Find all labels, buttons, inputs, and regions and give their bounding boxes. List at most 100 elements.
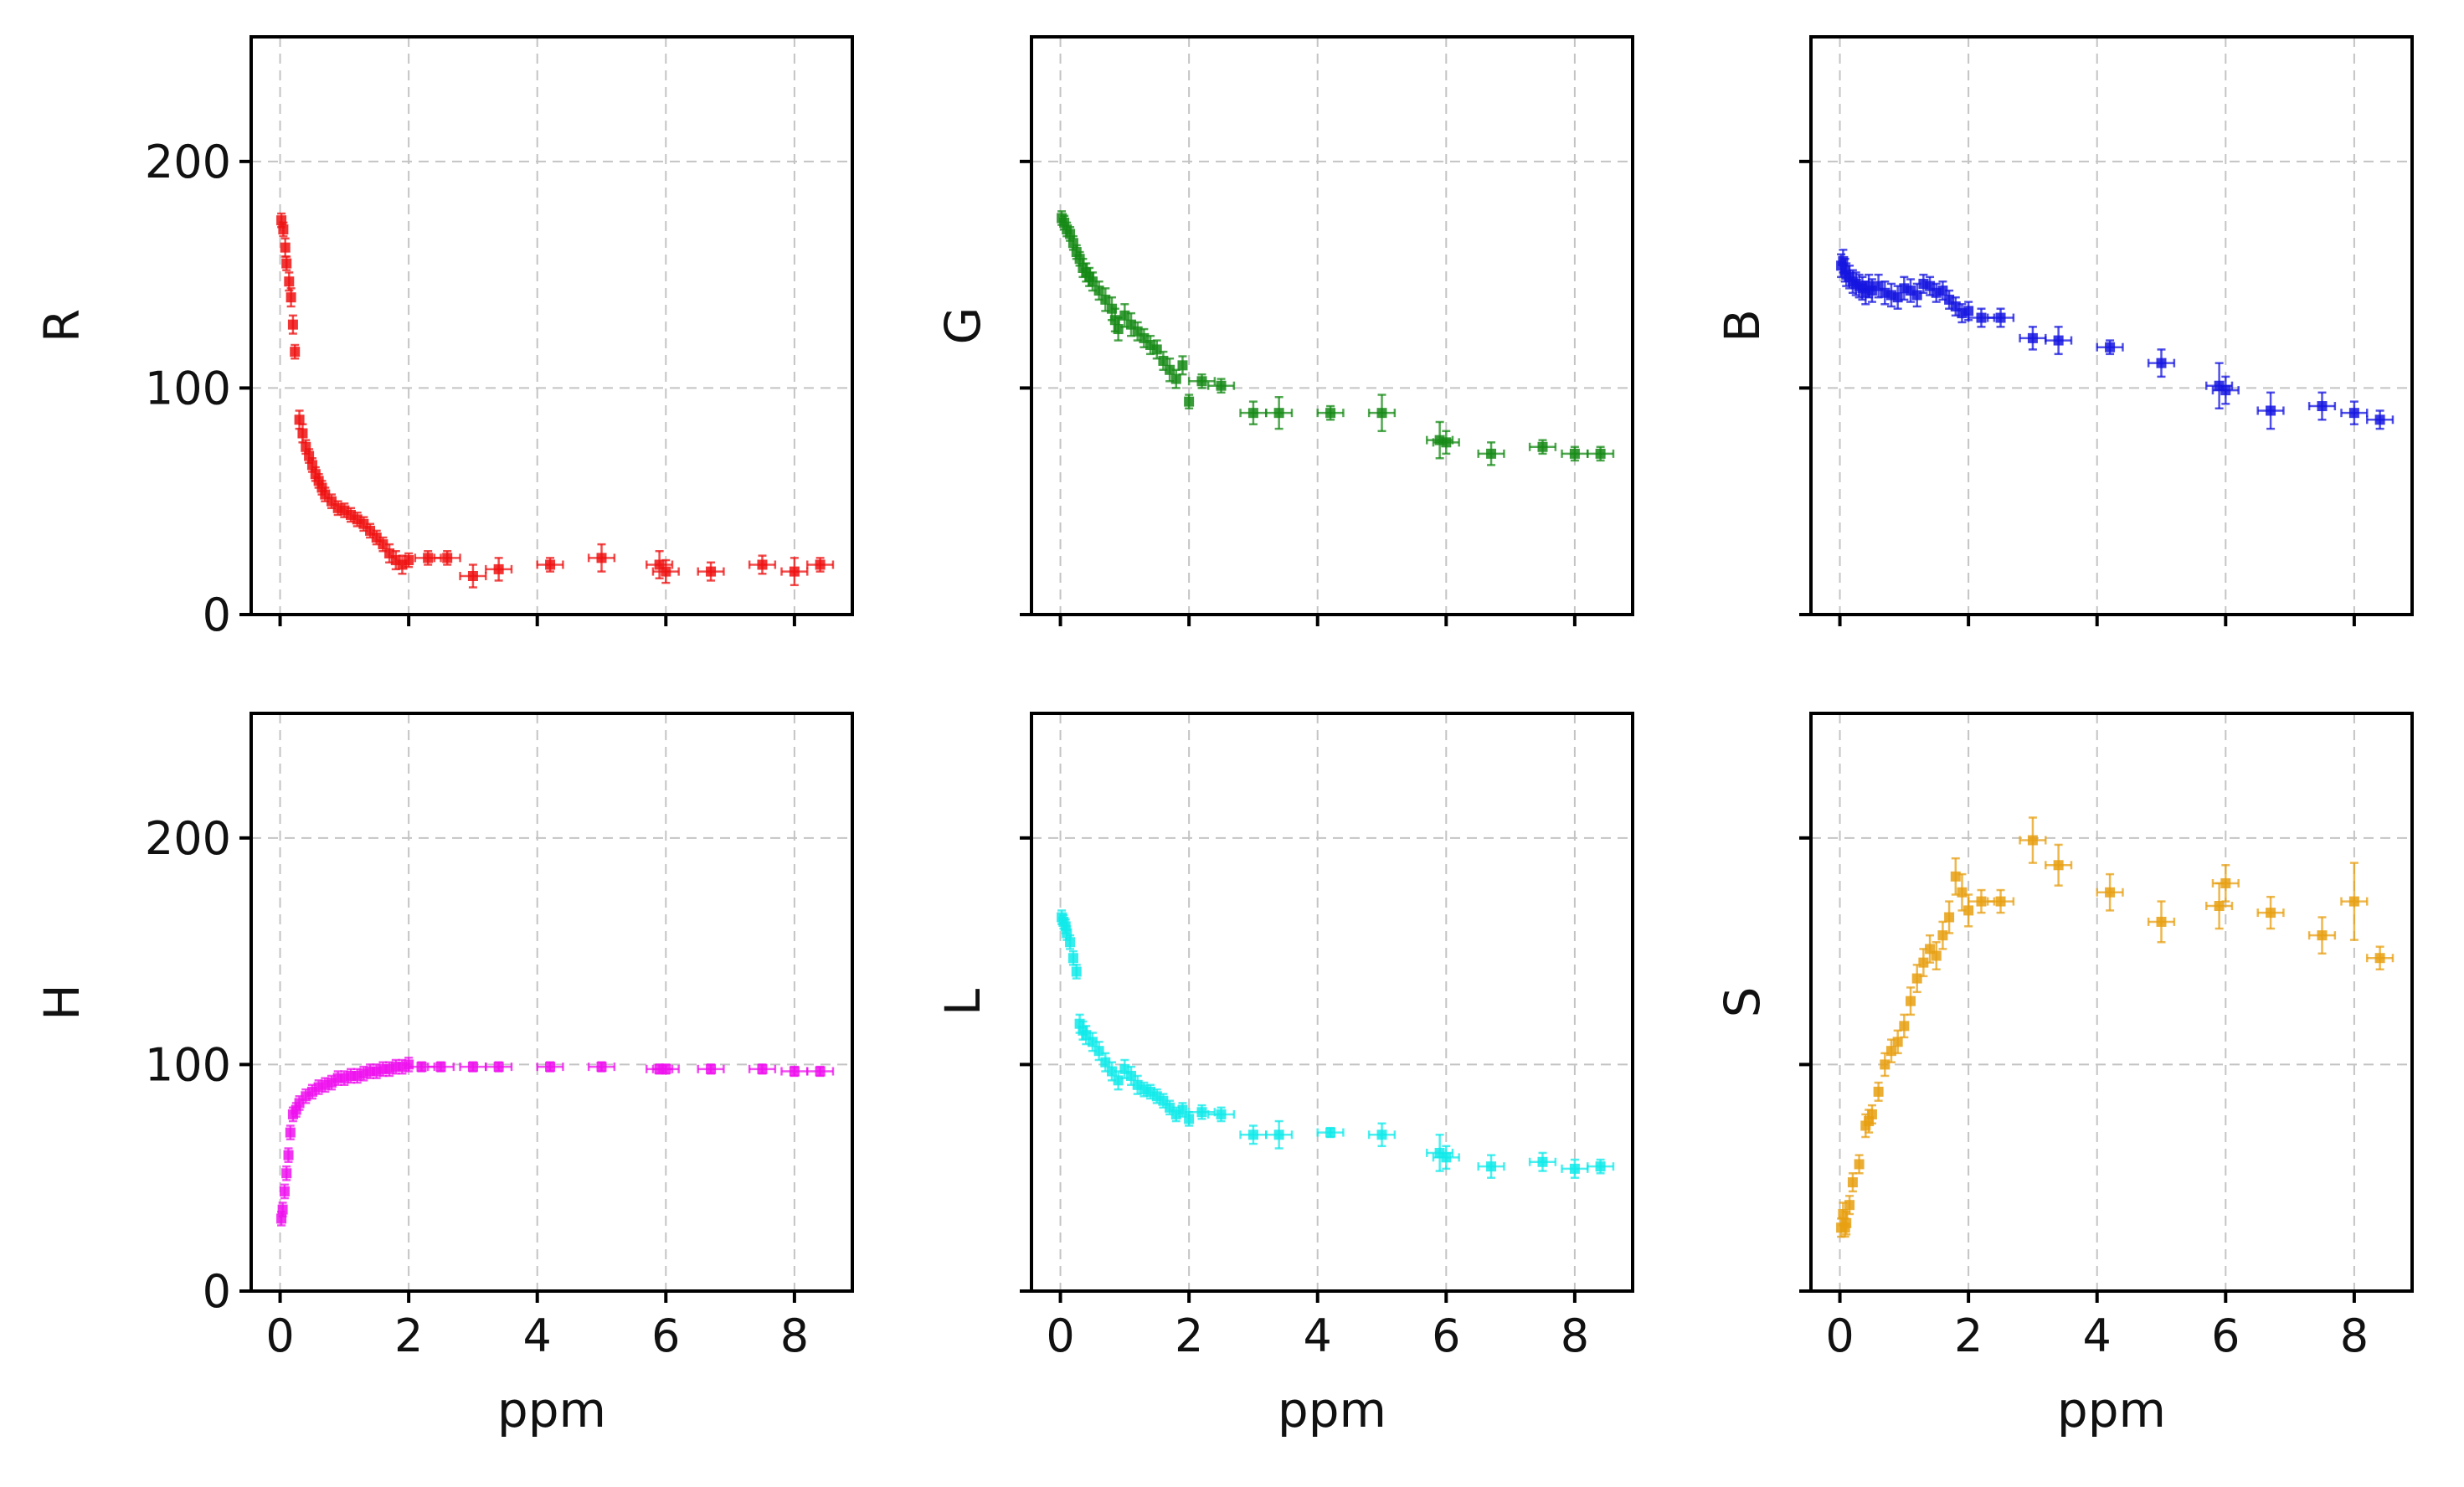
marker xyxy=(281,1168,292,1179)
data-point xyxy=(283,1147,294,1164)
data-point xyxy=(1986,307,2015,328)
marker xyxy=(1486,1161,1497,1172)
x-tick-label: 6 xyxy=(651,1309,680,1362)
marker xyxy=(294,414,305,425)
marker xyxy=(1950,871,1961,882)
data-point xyxy=(1071,964,1082,980)
x-tick-label: 4 xyxy=(523,1309,552,1362)
data-point xyxy=(1937,280,1948,301)
marker xyxy=(1151,344,1162,355)
data-point xyxy=(280,237,291,258)
marker xyxy=(1100,294,1111,305)
x-tick-label: 4 xyxy=(2083,1309,2112,1362)
data-point xyxy=(2365,409,2395,430)
marker xyxy=(1918,957,1929,968)
data-point xyxy=(407,1061,436,1073)
data-point xyxy=(459,563,487,589)
marker xyxy=(285,292,296,303)
plot-frame xyxy=(1030,35,1634,616)
data-point xyxy=(1239,1124,1268,1145)
data-point xyxy=(1986,888,2015,914)
data-point xyxy=(2019,816,2047,864)
data-point xyxy=(426,1061,455,1073)
marker xyxy=(661,1063,671,1074)
data-point xyxy=(2205,362,2234,410)
marker xyxy=(1065,937,1076,948)
marker xyxy=(1892,292,1903,303)
marker xyxy=(1854,1159,1865,1170)
marker xyxy=(1216,1109,1227,1119)
marker xyxy=(283,1150,294,1160)
data-point xyxy=(1367,394,1397,433)
data-point xyxy=(1145,334,1156,356)
marker xyxy=(2220,385,2231,396)
data-point xyxy=(1170,368,1181,389)
x-tick-label: 8 xyxy=(2340,1309,2369,1362)
marker xyxy=(435,1062,446,1073)
marker xyxy=(1177,360,1188,371)
marker xyxy=(378,539,388,550)
marker xyxy=(757,1063,768,1074)
marker xyxy=(1944,912,1955,923)
data-point xyxy=(433,549,461,566)
marker xyxy=(2317,401,2328,412)
marker xyxy=(2105,342,2116,352)
x-tick-label: 6 xyxy=(1432,1309,1460,1362)
data-point xyxy=(1586,1158,1615,1175)
data-point xyxy=(805,1065,835,1078)
data-point xyxy=(1931,941,1942,971)
plot-frame xyxy=(249,35,854,616)
data-point xyxy=(1899,1013,1910,1039)
marker xyxy=(1100,1057,1111,1068)
marker xyxy=(467,571,478,581)
marker xyxy=(2214,901,2225,911)
marker xyxy=(2348,408,2359,419)
data-point xyxy=(2340,400,2369,425)
data-point xyxy=(1873,1081,1884,1102)
marker xyxy=(2220,877,2231,888)
data-point xyxy=(1561,445,1589,462)
data-point xyxy=(1561,1158,1589,1179)
marker xyxy=(1106,1066,1117,1077)
marker xyxy=(1847,1177,1858,1188)
marker xyxy=(815,1066,826,1077)
x-axis-label: ppm xyxy=(1278,1382,1386,1438)
marker xyxy=(1093,286,1104,296)
x-tick-label: 0 xyxy=(1046,1309,1074,1362)
x-axis-label: ppm xyxy=(497,1382,606,1438)
data-point xyxy=(1586,445,1615,462)
marker xyxy=(1963,905,1974,916)
x-tick-label: 4 xyxy=(1304,1309,1332,1362)
data-point xyxy=(1847,1172,1858,1193)
marker xyxy=(2374,414,2385,425)
marker xyxy=(596,1062,607,1073)
marker xyxy=(1184,396,1195,407)
data-point xyxy=(1854,1154,1865,1175)
marker xyxy=(1906,996,1916,1006)
marker xyxy=(1247,1129,1258,1140)
marker xyxy=(1184,1114,1195,1124)
data-point xyxy=(1187,1104,1217,1120)
marker xyxy=(290,347,301,358)
panel-top-middle: G xyxy=(934,35,1634,626)
marker xyxy=(1158,355,1169,366)
data-point xyxy=(2307,391,2337,421)
data-point xyxy=(646,549,674,579)
data-point xyxy=(2211,864,2240,903)
data-point xyxy=(805,557,835,573)
marker xyxy=(1196,376,1207,387)
marker xyxy=(1911,973,1922,984)
marker xyxy=(1569,448,1580,459)
marker xyxy=(1067,953,1078,964)
plot-frame xyxy=(1809,712,2414,1293)
data-point xyxy=(485,1061,513,1073)
series-G xyxy=(1057,210,1615,466)
data-point xyxy=(281,1165,292,1181)
marker xyxy=(596,553,607,563)
data-point xyxy=(2365,945,2395,971)
series-H xyxy=(276,1057,835,1227)
x-tick-label: 0 xyxy=(1825,1309,1854,1362)
marker xyxy=(416,1062,427,1073)
